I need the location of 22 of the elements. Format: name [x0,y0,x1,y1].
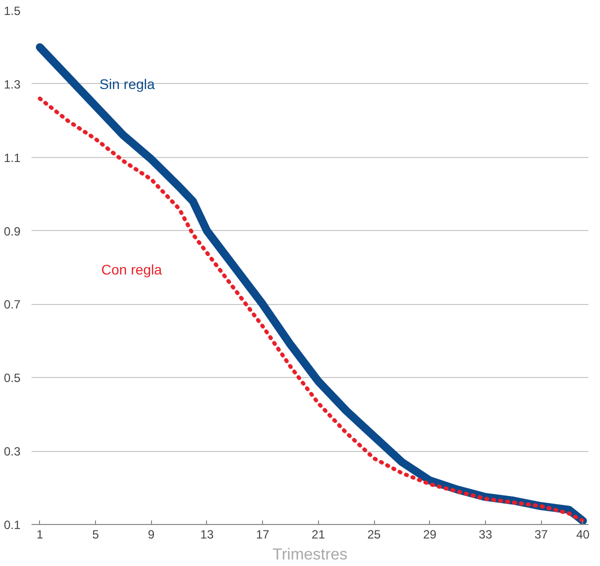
x-tick-label: 29 [423,528,437,542]
y-tick-label: 1.5 [4,4,21,18]
y-tick-label: 0.9 [4,224,21,238]
text: Con regla [101,261,162,278]
x-tick-label: 37 [534,528,548,542]
y-tick-label: 0.1 [4,518,21,532]
x-tick-label: 25 [367,528,382,542]
series-label: Sin regla [100,76,156,92]
x-tick-label: 9 [148,528,155,542]
y-tick-label: 0.7 [4,298,21,312]
x-tick-label: 21 [312,528,326,542]
x-tick-label: 13 [200,528,214,542]
x-tick-label: 5 [92,528,100,542]
x-tick-label: 40 [576,528,590,542]
x-axis-title: Trimestres [272,546,348,564]
y-tick-label: 1.3 [4,77,21,92]
y-tick-label: 1.1 [4,150,21,165]
y-tick-label: 0.3 [4,444,21,459]
x-tick-label: 33 [478,528,492,542]
x-tick-label: 1 [36,528,44,542]
y-tick-label: 0.5 [4,371,21,386]
x-tick-label: 17 [256,528,270,542]
